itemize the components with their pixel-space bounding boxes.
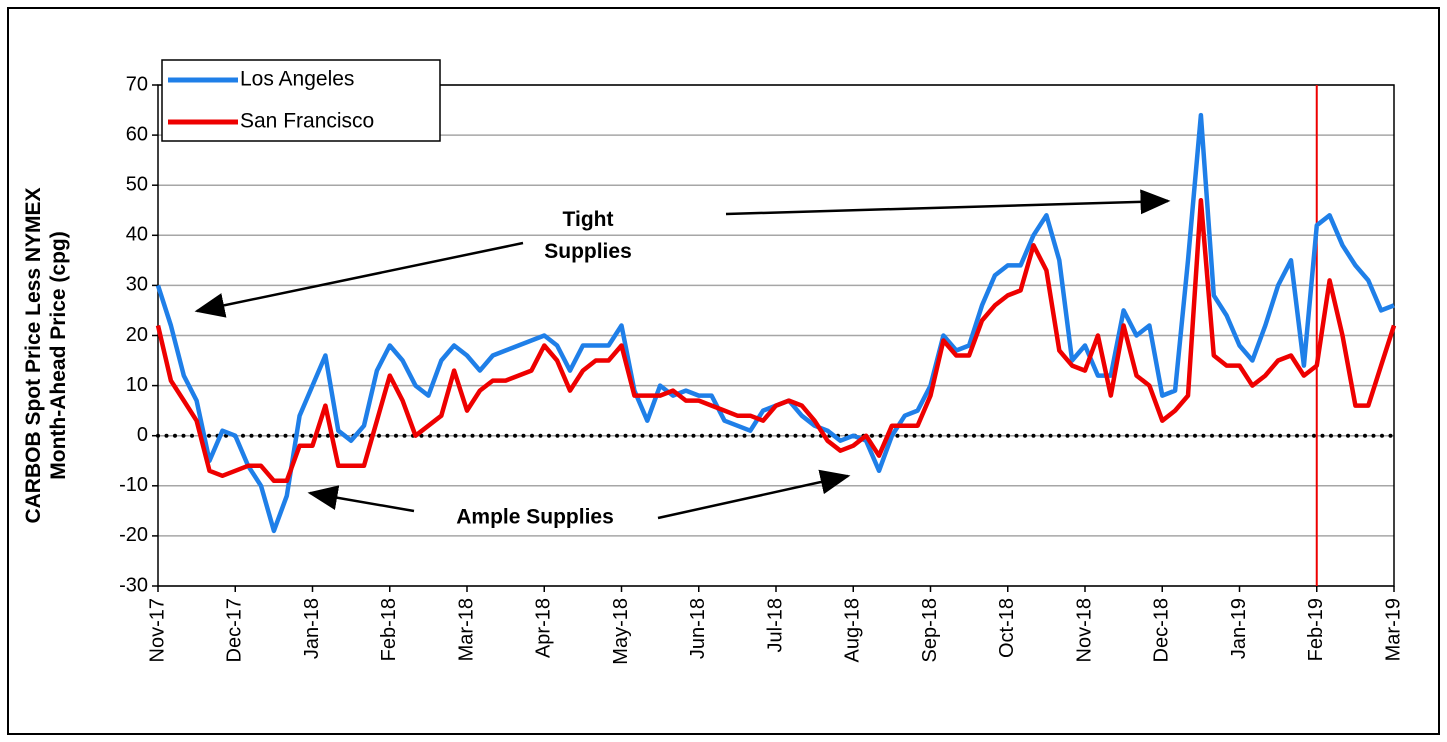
- y-tick-label: 10: [126, 374, 148, 396]
- x-tick-label: Nov-18: [1073, 598, 1095, 662]
- y-tick-label: 20: [126, 324, 148, 346]
- x-tick-label: Jan-18: [301, 598, 323, 659]
- annotation: Ample Supplies: [456, 506, 614, 529]
- y-label-line: Month-Ahead Price (cpg): [47, 231, 70, 480]
- annotation: Tight Supplies: [544, 208, 632, 263]
- legend-box: [161, 59, 441, 142]
- y-tick-label: 0: [137, 424, 148, 446]
- x-tick-label: Feb-18: [378, 598, 400, 661]
- y-tick-label: -30: [119, 574, 148, 596]
- x-tick-label: May-18: [610, 598, 632, 665]
- annotation-line: Tight: [563, 208, 614, 231]
- x-tick-label: Nov-17: [146, 598, 168, 662]
- series-line: [155, 197, 1397, 484]
- x-tick-label: Aug-18: [842, 598, 864, 663]
- annotation-arrow: [307, 485, 415, 513]
- y-tick-label: 60: [126, 123, 148, 145]
- legend-label: Los Angeles: [240, 68, 354, 91]
- y-tick-label: 50: [126, 173, 148, 195]
- x-tick-label: Jan-19: [1228, 598, 1250, 659]
- x-tick-label: Feb-19: [1305, 598, 1327, 661]
- x-tick-label: Jun-18: [687, 598, 709, 659]
- y-label-line: CARBOB Spot Price Less NYMEX: [22, 187, 45, 523]
- x-tick-label: Mar-19: [1382, 598, 1404, 661]
- annotation-arrow: [657, 469, 851, 520]
- x-tick-label: Dec-17: [224, 598, 246, 662]
- y-tick-label: -10: [119, 474, 148, 496]
- legend-label: San Francisco: [240, 110, 374, 133]
- y-tick-label: -20: [119, 524, 148, 546]
- x-tick-label: Mar-18: [455, 598, 477, 661]
- x-tick-label: Oct-18: [996, 598, 1018, 658]
- x-tick-label: Dec-18: [1151, 598, 1173, 662]
- y-tick-label: 30: [126, 274, 148, 296]
- x-tick-label: Jul-18: [764, 598, 786, 652]
- x-tick-label: Apr-18: [533, 598, 555, 658]
- y-tick-label: 40: [126, 224, 148, 246]
- annotation-line: Supplies: [544, 240, 632, 263]
- y-axis-label: CARBOB Spot Price Less NYMEXMonth-Ahead …: [22, 187, 70, 523]
- annotation-arrow: [194, 241, 524, 318]
- annotation-arrow: [725, 189, 1171, 216]
- x-tick-label: Sep-18: [919, 598, 941, 663]
- y-tick-label: 70: [126, 73, 148, 95]
